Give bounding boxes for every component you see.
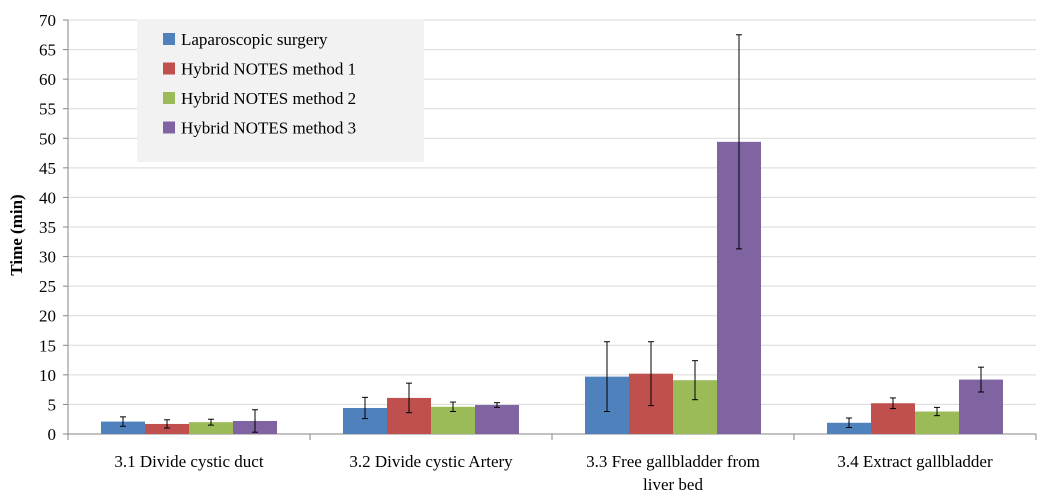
y-tick-label: 35 bbox=[39, 218, 56, 237]
legend-background bbox=[137, 19, 424, 162]
y-tick-label: 30 bbox=[39, 248, 56, 267]
y-tick-label: 60 bbox=[39, 70, 56, 89]
x-tick-label: 3.2 Divide cystic Artery bbox=[349, 452, 513, 471]
legend-swatch bbox=[163, 121, 175, 134]
y-tick-label: 15 bbox=[39, 336, 56, 355]
x-tick-label: 3.4 Extract gallbladder bbox=[837, 452, 993, 471]
legend-label: Laparoscopic surgery bbox=[181, 30, 328, 49]
bar bbox=[189, 422, 233, 434]
legend-label: Hybrid NOTES method 1 bbox=[181, 60, 356, 79]
y-tick-label: 5 bbox=[48, 395, 57, 414]
y-tick-label: 65 bbox=[39, 41, 56, 60]
x-tick-label: liver bed bbox=[643, 475, 703, 494]
y-tick-label: 40 bbox=[39, 188, 56, 207]
y-tick-label: 10 bbox=[39, 366, 56, 385]
bar bbox=[101, 421, 145, 434]
y-tick-label: 20 bbox=[39, 307, 56, 326]
legend: Laparoscopic surgery Hybrid NOTES method … bbox=[137, 19, 424, 162]
bar bbox=[915, 411, 959, 434]
legend-swatch bbox=[163, 33, 175, 45]
axis-labels: 0 5 10 15 20 25 30 35 40 45 50 55 60 65 70 3.1 Divide c… bbox=[39, 11, 993, 494]
legend-swatch bbox=[163, 62, 175, 75]
y-tick-label: 55 bbox=[39, 100, 56, 119]
y-tick-label: 0 bbox=[48, 425, 57, 444]
y-tick-label: 50 bbox=[39, 129, 56, 148]
legend-swatch bbox=[163, 92, 175, 104]
x-tick-label: 3.1 Divide cystic duct bbox=[114, 452, 263, 471]
legend-label: Hybrid NOTES method 3 bbox=[181, 119, 356, 138]
legend-label: Hybrid NOTES method 2 bbox=[181, 89, 356, 108]
bar bbox=[145, 423, 189, 434]
bars bbox=[101, 141, 1003, 434]
x-tick-label: 3.3 Free gallbladder from bbox=[586, 452, 760, 471]
bar bbox=[475, 405, 519, 434]
y-tick-label: 70 bbox=[39, 11, 56, 30]
y-tick-label: 45 bbox=[39, 159, 56, 178]
y-tick-label: 25 bbox=[39, 277, 56, 296]
y-axis-title: Time (min) bbox=[7, 194, 26, 275]
bar bbox=[827, 422, 871, 434]
error-bars bbox=[120, 34, 984, 433]
